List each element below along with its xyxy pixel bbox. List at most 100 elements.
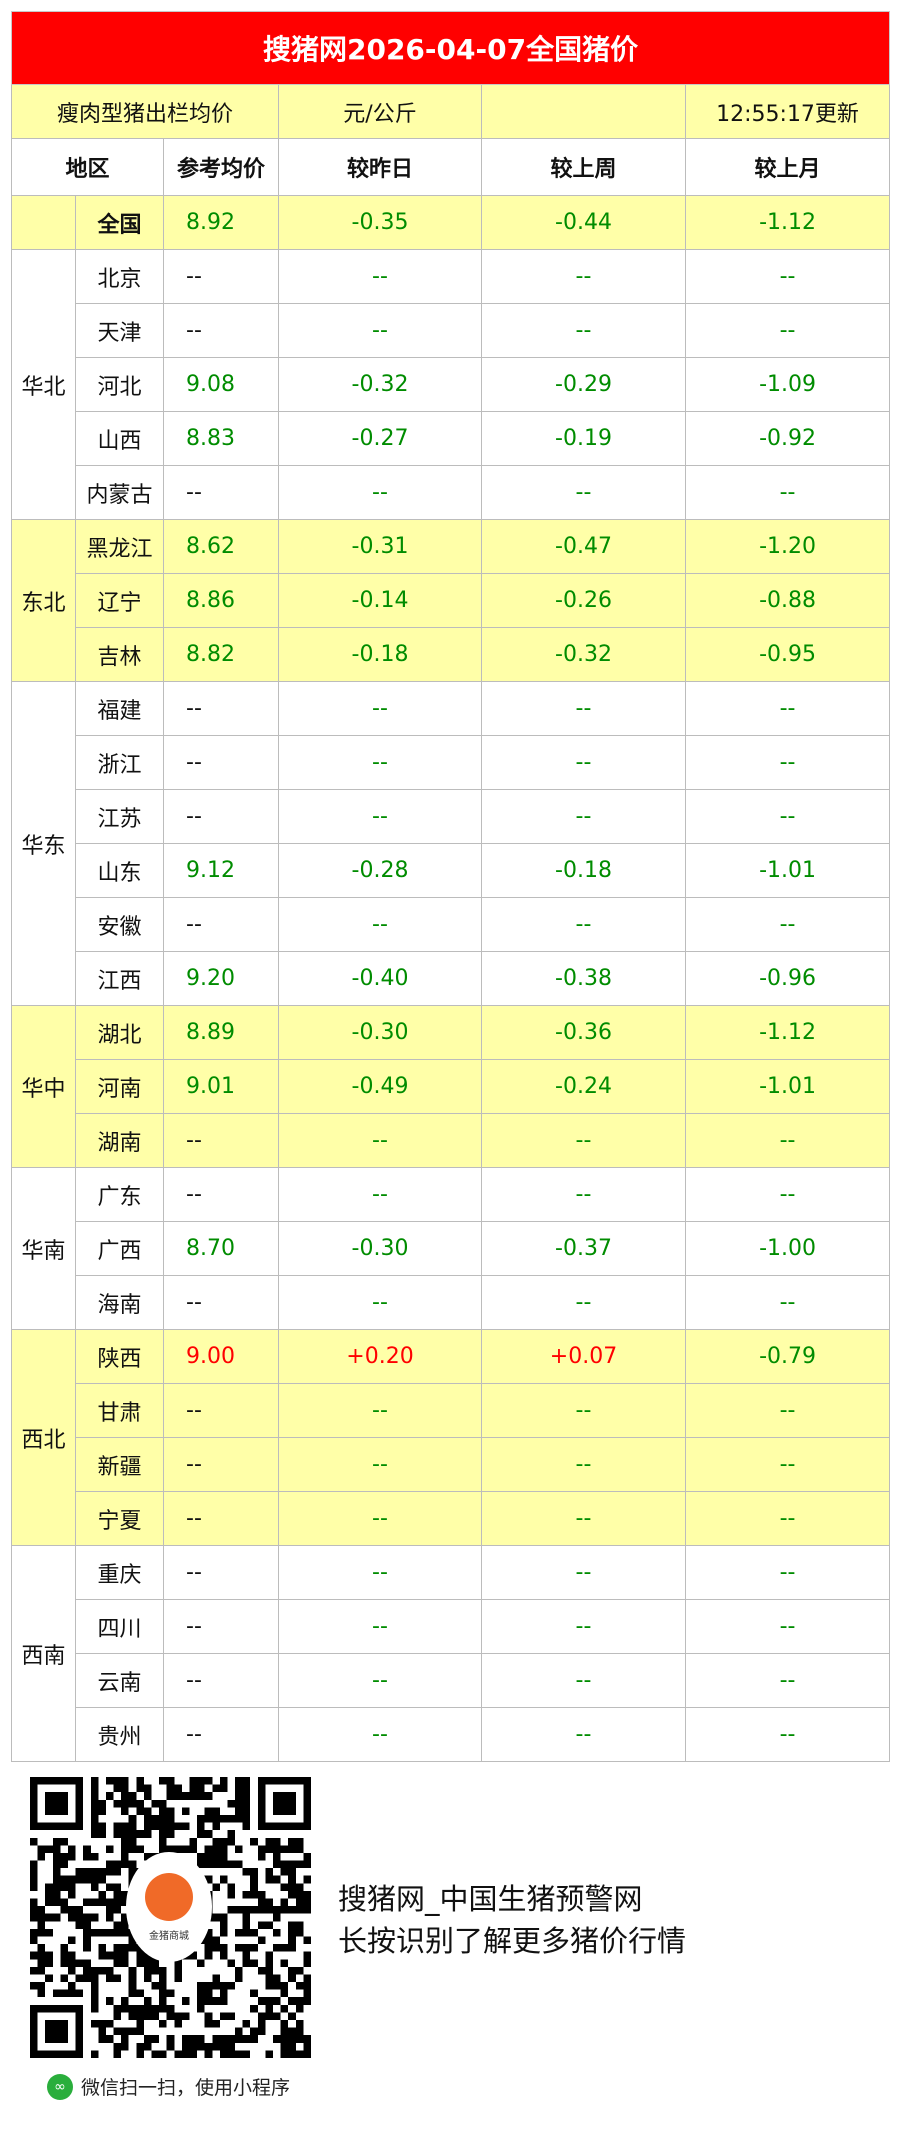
month-change: -1.09: [684, 357, 891, 412]
promo-line-2: 长按识别了解更多猪价行情: [338, 1924, 687, 1958]
province-name: 湖北: [75, 1005, 164, 1060]
wechat-mini-program-icon: ∞: [47, 2073, 73, 2100]
province-name: 福建: [75, 681, 164, 736]
month-change: --: [684, 897, 891, 952]
price-type-label: 瘦肉型猪出栏均价: [11, 84, 279, 139]
province-name: 黑龙江: [75, 519, 164, 574]
day-change: -0.40: [278, 951, 482, 1006]
region-blank: [11, 195, 76, 250]
table-row: 内蒙古 -- -- -- --: [12, 465, 891, 520]
province-name: 海南: [75, 1275, 164, 1330]
week-change: --: [481, 897, 686, 952]
table-row: 江西 9.20 -0.40 -0.38 -0.96: [12, 951, 891, 1006]
province-price: --: [163, 1707, 279, 1762]
promo-line-1: 搜猪网_中国生猪预警网: [338, 1882, 643, 1916]
province-name: 甘肃: [75, 1383, 164, 1438]
week-change: --: [481, 789, 686, 844]
week-change: -0.19: [481, 411, 686, 466]
day-change: --: [278, 1491, 482, 1546]
region-name: 东北: [11, 519, 76, 682]
national-day-change: -0.35: [278, 195, 482, 250]
table-row: 宁夏 -- -- -- --: [11, 1491, 891, 1546]
province-name: 四川: [75, 1599, 164, 1654]
month-change: -1.00: [684, 1221, 891, 1276]
province-price: --: [163, 249, 279, 304]
province-price: --: [163, 1491, 279, 1546]
promo-text: 搜猪网_中国生猪预警网 长按识别了解更多猪价行情: [338, 1878, 686, 1962]
week-change: +0.07: [481, 1329, 686, 1384]
province-price: --: [163, 1383, 279, 1438]
table-row: 西南 重庆 -- -- -- --: [11, 1545, 891, 1762]
day-change: -0.28: [278, 843, 482, 898]
table-row: 山东 9.12 -0.28 -0.18 -1.01: [12, 843, 891, 898]
province-price: --: [163, 1437, 279, 1492]
day-change: --: [278, 681, 482, 736]
day-change: --: [278, 303, 482, 358]
month-change: --: [684, 681, 891, 736]
table-row: 华中 湖北 8.89 -0.30 -0.36 -1.12: [11, 1005, 891, 1168]
table-row: 华南 广东 -- -- -- --: [11, 1167, 891, 1330]
mini-program-text: 微信扫一扫，使用小程序: [81, 2077, 291, 2099]
province-price: 9.00: [163, 1329, 279, 1384]
month-change: --: [684, 1599, 891, 1654]
table-row: 山西 8.83 -0.27 -0.19 -0.92: [12, 411, 891, 466]
day-change: +0.20: [278, 1329, 482, 1384]
table-row: 广西 8.70 -0.30 -0.37 -1.00: [12, 1221, 891, 1276]
day-change: -0.31: [278, 519, 482, 574]
national-month-change: -1.12: [684, 195, 891, 250]
province-price: --: [163, 1167, 279, 1222]
table-row: 江苏 -- -- -- --: [12, 789, 891, 844]
province-price: 8.70: [163, 1221, 279, 1276]
month-change: -0.88: [684, 573, 891, 628]
province-name: 新疆: [75, 1437, 164, 1492]
month-change: -0.92: [684, 411, 891, 466]
month-change: --: [684, 789, 891, 844]
table-row: 新疆 -- -- -- --: [11, 1437, 891, 1492]
province-price: 8.83: [163, 411, 279, 466]
province-name: 北京: [75, 249, 164, 304]
table-row: 华东 福建 -- -- -- --: [11, 681, 891, 1006]
region-name: 华中: [11, 1005, 76, 1168]
month-change: -1.20: [684, 519, 891, 574]
qr-logo: 金猪商城: [126, 1852, 212, 1962]
pig-icon: [145, 1872, 193, 1921]
province-name: 宁夏: [75, 1491, 164, 1546]
day-change: -0.49: [278, 1059, 482, 1114]
table-row: 贵州 -- -- -- --: [12, 1707, 891, 1762]
table-row: 吉林 8.82 -0.18 -0.32 -0.95: [11, 627, 891, 682]
day-change: -0.27: [278, 411, 482, 466]
month-change: --: [684, 1275, 891, 1330]
week-change: --: [481, 1599, 686, 1654]
province-price: 8.82: [163, 627, 279, 682]
month-change: --: [684, 1707, 891, 1762]
province-name: 江苏: [75, 789, 164, 844]
province-name: 广西: [75, 1221, 164, 1276]
province-name: 重庆: [75, 1545, 164, 1600]
week-change: -0.47: [481, 519, 686, 574]
table-row: 天津 -- -- -- --: [12, 303, 891, 358]
day-change: --: [278, 249, 482, 304]
province-name: 天津: [75, 303, 164, 358]
month-change: --: [684, 1383, 891, 1438]
month-change: -1.01: [684, 843, 891, 898]
province-price: --: [163, 465, 279, 520]
day-change: --: [278, 1383, 482, 1438]
province-price: 8.62: [163, 519, 279, 574]
province-name: 辽宁: [75, 573, 164, 628]
province-name: 河北: [75, 357, 164, 412]
national-name: 全国: [75, 195, 164, 250]
month-change: -0.95: [684, 627, 891, 682]
table-row: 河南 9.01 -0.49 -0.24 -1.01: [11, 1059, 891, 1114]
week-change: -0.32: [481, 627, 686, 682]
day-change: --: [278, 465, 482, 520]
table-row: 四川 -- -- -- --: [12, 1599, 891, 1654]
col-header-week: 较上周: [481, 138, 686, 196]
region-name: 华南: [11, 1167, 76, 1330]
national-week-change: -0.44: [481, 195, 686, 250]
national-price: 8.92: [163, 195, 279, 250]
day-change: -0.32: [278, 357, 482, 412]
update-time: 12:55:17更新: [684, 84, 891, 139]
week-change: --: [481, 1545, 686, 1600]
unit-label: 元/公斤: [278, 84, 482, 139]
table-row: 浙江 -- -- -- --: [12, 735, 891, 790]
